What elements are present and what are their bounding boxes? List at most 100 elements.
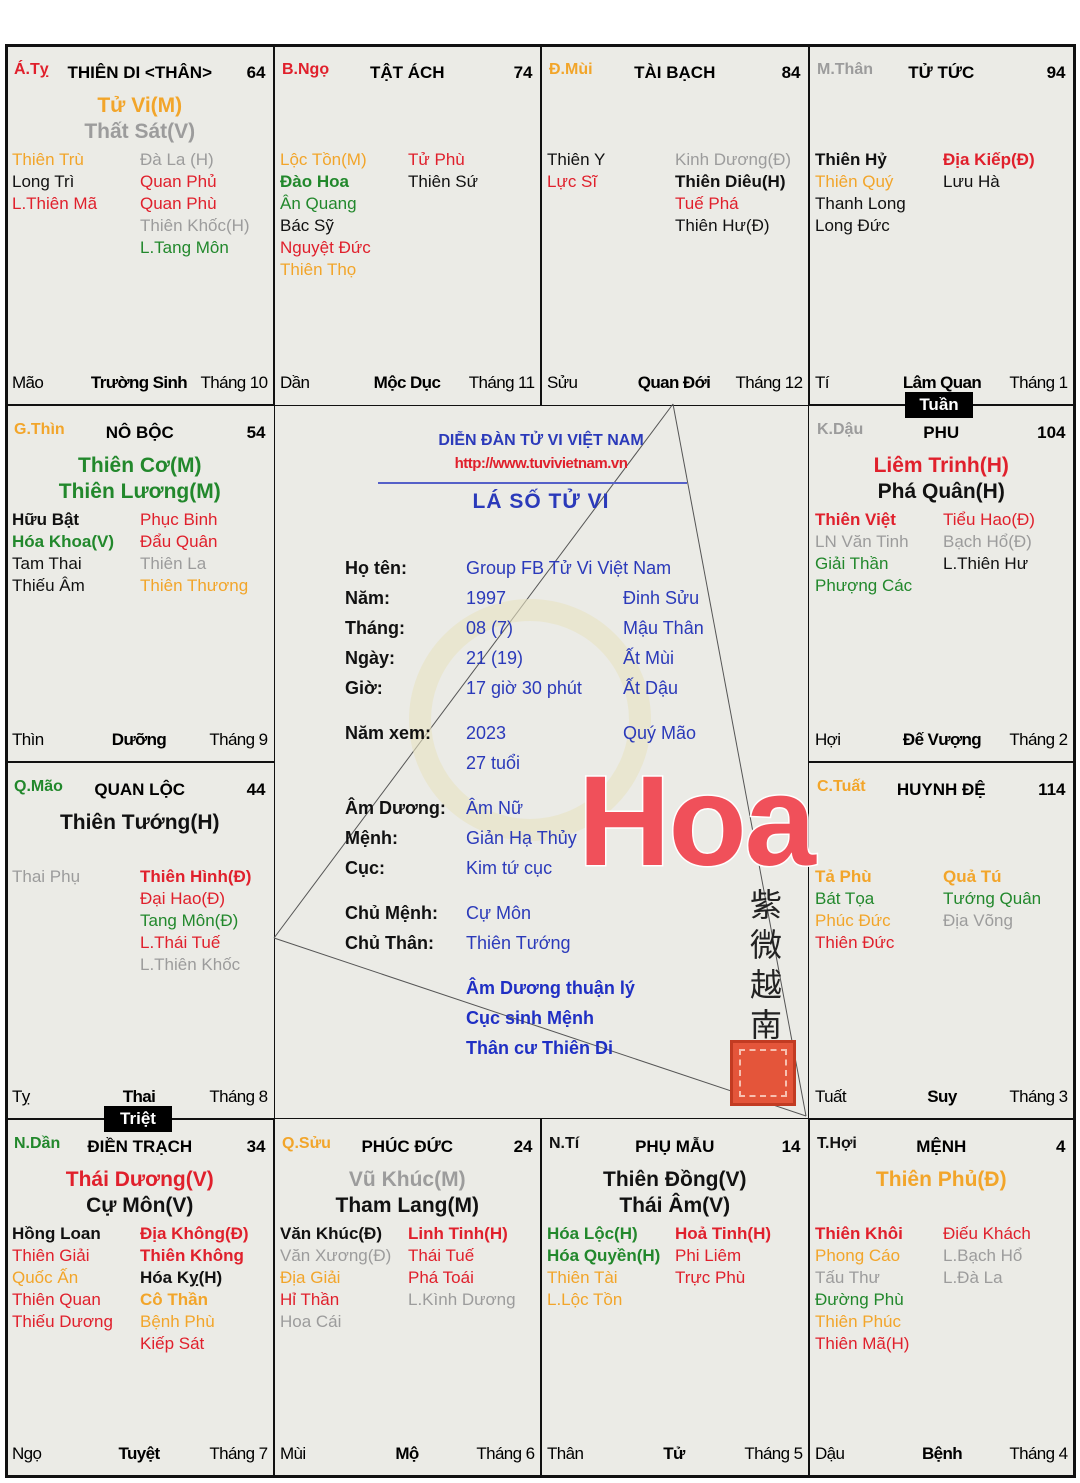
minor-star: Quan Phủ xyxy=(140,172,217,191)
info-extra: Ất Mùi xyxy=(623,648,675,668)
palace-cell[interactable]: K.Dậu PHU 104 Liêm Trinh(H) Phá Quân(H) Thiên… xyxy=(808,404,1075,763)
palace-cell[interactable]: C.Tuất HUYNH ĐỆ 114 Tả Phù Bát Tọa Phúc Đức Th… xyxy=(808,761,1075,1120)
minor-stars-left: Thiên Việt LN Văn Tinh Giải Thần Phượng Các xyxy=(815,509,912,597)
minor-stars-right: Điếu Khách L.Bạch Hổ L.Đà La xyxy=(943,1223,1031,1289)
minor-star: Thiên Khôi xyxy=(815,1224,903,1243)
minor-stars-right: Linh Tinh(H) Thái Tuế Phá Toái L.Kình Dương xyxy=(408,1223,516,1311)
footer-month: Tháng 6 xyxy=(476,1443,535,1463)
main-star: Vũ Khúc(M) xyxy=(348,1168,466,1191)
footer-month: Tháng 3 xyxy=(1009,1086,1068,1106)
palace-age: 24 xyxy=(513,1137,533,1156)
footer-stage: Tử xyxy=(663,1443,685,1463)
info-value: 08 (7) xyxy=(466,618,514,638)
footer-branch: Mão xyxy=(12,372,44,392)
minor-star: Quốc Ấn xyxy=(12,1268,79,1287)
minor-star: Bác Sỹ xyxy=(280,216,334,235)
minor-star: Hóa Khoa(V) xyxy=(12,532,114,551)
minor-star: Điếu Khách xyxy=(943,1224,1031,1243)
palace-cell[interactable]: Q.Sửu PHÚC ĐỨC 24 Vũ Khúc(M) Tham Lang(M) Văn… xyxy=(273,1118,542,1477)
main-star: Phá Quân(H) xyxy=(877,480,1005,503)
footer-month: Tháng 5 xyxy=(744,1443,803,1463)
info-value: 17 giờ 30 phút xyxy=(466,678,582,698)
footer-branch: Tí xyxy=(815,372,830,392)
minor-stars-right: Thiên Hình(Đ) Đại Hao(Đ) Tang Môn(Đ) L.Thái… xyxy=(140,866,251,976)
palace-cell[interactable]: N.Tí PHỤ MẪU 14 Thiên Đồng(V) Thái Âm(V) Hóa … xyxy=(540,1118,810,1477)
minor-star: Phúc Đức xyxy=(815,911,891,930)
minor-star: Tướng Quân xyxy=(943,889,1042,908)
minor-star: Phong Cáo xyxy=(815,1246,901,1265)
main-stars: Thiên Tướng(H) xyxy=(6,810,274,836)
palace-name: TÀI BẠCH xyxy=(634,63,716,82)
palace-name: ĐIỀN TRẠCH xyxy=(87,1137,193,1156)
calligraphy: 紫微越南 xyxy=(749,886,782,1044)
minor-star: Thiên Diêu(H) xyxy=(675,172,786,191)
minor-star: Thiên Phúc xyxy=(815,1312,901,1331)
main-star: Tham Lang(M) xyxy=(335,1194,479,1217)
minor-star: Đà La (H) xyxy=(140,150,214,169)
minor-star: Hoả Tinh(H) xyxy=(675,1224,772,1243)
minor-star: Kiếp Sát xyxy=(140,1334,205,1353)
minor-star: Địa Võng xyxy=(943,911,1013,930)
minor-star: Bát Tọa xyxy=(815,889,875,908)
minor-star: Thiên Mã(H) xyxy=(815,1334,910,1353)
info-value: Âm Nữ xyxy=(466,798,524,818)
can-chi: B.Ngọ xyxy=(282,61,330,78)
footer-branch: Sửu xyxy=(547,372,578,392)
minor-star: Quả Tú xyxy=(943,867,1002,886)
minor-star: Bệnh Phù xyxy=(140,1312,215,1331)
main-stars: Tử Vi(M) Thất Sát(V) xyxy=(6,93,274,145)
palace-cell[interactable]: Q.Mão QUAN LỘC 44 Thiên Tướng(H) Thai Phụ Thi… xyxy=(5,761,275,1120)
minor-stars-left: Văn Khúc(Đ) Văn Xương(Đ) Địa Giải Hỉ Thần Ho… xyxy=(280,1223,391,1333)
can-chi: Q.Sửu xyxy=(282,1135,331,1152)
footer-stage: Đế Vượng xyxy=(902,729,982,749)
footer-branch: Ngọ xyxy=(12,1443,42,1463)
can-chi: C.Tuất xyxy=(817,778,866,795)
palace-name: THIÊN DI <THÂN> xyxy=(67,63,213,82)
minor-stars-right: Kinh Dương(Đ) Thiên Diêu(H) Tuế Phá Thiên H… xyxy=(675,149,791,237)
minor-stars-left: Hồng Loan Thiên Giải Quốc Ấn Thiên Quan Thiế… xyxy=(12,1223,113,1333)
palace-name: TẬT ÁCH xyxy=(369,63,445,82)
info-label: Mệnh: xyxy=(345,828,398,848)
minor-star: Tử Phù xyxy=(408,150,465,169)
main-star: Thiên Tướng(H) xyxy=(59,811,220,834)
minor-star: Tấu Thư xyxy=(815,1268,880,1287)
footer-branch: Tỵ xyxy=(12,1086,30,1106)
info-label: Năm xem: xyxy=(345,723,432,743)
info-extra: Đinh Sửu xyxy=(623,588,700,608)
palace-cell[interactable]: Á.Tỵ THIÊN DI <THÂN> 64 Tử Vi(M) Thất Sát(V)… xyxy=(5,44,275,406)
palace-cell[interactable]: B.Ngọ TẬT ÁCH 74 Lộc Tồn(M) Đào Hoa Ân Quang B… xyxy=(273,44,542,406)
minor-stars-left: Tả Phù Bát Tọa Phúc Đức Thiên Đức xyxy=(815,866,894,954)
minor-star: Thiên Y xyxy=(547,150,606,169)
minor-star: Thiên Thọ xyxy=(280,260,357,279)
info-value: 21 (19) xyxy=(466,648,524,668)
minor-stars-right: Tiểu Hao(Đ) Bạch Hổ(Đ) L.Thiên Hư xyxy=(943,509,1035,575)
minor-stars-left: Thiên Khôi Phong Cáo Tấu Thư Đường Phù Thiên… xyxy=(815,1223,909,1355)
palace-age: 64 xyxy=(246,63,266,82)
minor-star: L.Đà La xyxy=(943,1268,1003,1287)
main-star: Thiên Đồng(V) xyxy=(603,1168,747,1191)
info-label: Năm: xyxy=(345,588,391,608)
minor-star: L.Kình Dương xyxy=(408,1290,516,1309)
main-star: Thất Sát(V) xyxy=(84,120,196,143)
minor-star: Lưu Hà xyxy=(943,172,1000,191)
minor-star: Thiên Việt xyxy=(815,510,896,529)
palace-cell[interactable]: M.Thân TỬ TỨC 94 Thiên Hỷ Thiên Quý Thanh Lon… xyxy=(808,44,1075,406)
minor-star: Thiên Hư(Đ) xyxy=(675,216,770,235)
minor-star: Nguyệt Đức xyxy=(280,238,371,257)
minor-star: Thai Phụ xyxy=(12,867,81,886)
info-value: Giản Hạ Thủy xyxy=(466,828,577,848)
palace-cell[interactable]: G.Thìn NÔ BỘC 54 Thiên Cơ(M) Thiên Lương(M) H… xyxy=(5,404,275,763)
minor-star: L.Thiên Hư xyxy=(943,554,1029,573)
info-note: Cục sinh Mệnh xyxy=(466,1008,595,1028)
info-label: Giờ: xyxy=(345,678,383,698)
minor-star: Tiểu Hao(Đ) xyxy=(943,510,1035,529)
info-value: Cự Môn xyxy=(466,903,532,923)
footer-branch: Thân xyxy=(547,1443,584,1463)
palace-cell[interactable]: T.Hợi MỆNH 4 Thiên Phủ(Đ) Thiên Khôi Phong Cá… xyxy=(808,1118,1075,1477)
site-url[interactable]: http://www.tuvivietnam.vn xyxy=(454,455,628,472)
can-chi: Á.Tỵ xyxy=(14,61,49,78)
palace-cell[interactable]: N.Dần ĐIỀN TRẠCH 34 Thái Dương(V) Cự Môn(V) H… xyxy=(5,1118,275,1477)
palace-cell[interactable]: Đ.Mùi TÀI BẠCH 84 Thiên Y Lực Sĩ Kinh Dương(Đ… xyxy=(540,44,810,406)
main-stars: Thiên Phủ(Đ) xyxy=(809,1167,1074,1193)
palace-age: 94 xyxy=(1046,63,1066,82)
